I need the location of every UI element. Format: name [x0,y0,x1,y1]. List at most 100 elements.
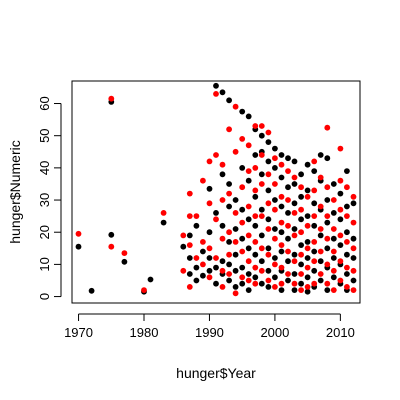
data-point-black [330,255,337,261]
data-point-black [291,181,298,187]
data-point-red [272,284,278,290]
data-point-red [350,287,357,293]
data-point-red [337,145,344,152]
data-point-black [265,187,272,194]
data-point-black [285,210,291,216]
data-point-red [180,267,187,274]
data-point-red [278,280,285,287]
data-point-black [298,193,304,200]
data-point-red [330,248,337,255]
data-point-red [160,210,167,216]
data-point-black [298,216,304,223]
data-point-black [232,251,239,258]
data-point-red [311,258,318,265]
data-point-red [311,213,318,220]
data-point-red [232,210,239,216]
data-point-black [193,264,200,271]
y-axis-label: hunger$Numeric [7,140,23,244]
data-point-red [278,193,285,200]
data-point-red [324,235,331,242]
data-point-black [304,255,311,261]
data-point-black [278,203,285,210]
data-point-red [258,245,265,252]
data-point-red [200,177,206,184]
data-point-black [344,203,350,210]
data-point-red [350,267,357,274]
data-point-black [344,168,350,175]
y-tick-label: 60 [37,96,52,110]
data-point-red [245,168,252,175]
y-tick-label: 50 [37,128,52,142]
data-point-black [311,248,318,255]
data-point-black [285,184,291,191]
data-point-red [272,261,278,268]
data-point-black [324,197,331,203]
data-point-black [330,274,337,281]
data-point-red [285,222,291,229]
data-point-black [258,232,265,239]
data-point-black [206,267,213,274]
data-point-black [330,181,337,187]
data-point-red [298,229,304,236]
data-point-black [206,229,213,236]
data-point-red [239,184,246,191]
data-point-red [219,161,226,168]
data-point-red [252,239,259,245]
data-point-red [278,264,285,271]
data-point-red [206,200,213,207]
x-tick-label: 2010 [326,325,355,340]
y-tick-label: 10 [37,257,52,271]
data-point-red [344,213,350,220]
data-point-black [291,158,298,165]
data-point-red [324,124,331,131]
data-point-black [304,213,311,220]
data-point-red [272,235,278,242]
data-point-red [232,148,239,155]
data-point-black [285,277,291,284]
data-point-black [252,193,259,200]
data-point-black [180,243,187,250]
data-point-red [265,129,272,136]
data-point-red [272,181,278,187]
data-point-red [304,222,311,229]
data-point-red [285,271,291,277]
data-point-red [278,161,285,168]
data-point-black [239,108,246,115]
data-point-red [330,197,337,203]
data-point-black [232,284,239,290]
data-point-black [186,255,193,261]
data-point-black [245,113,252,120]
data-point-black [324,287,331,293]
data-point-black [304,187,311,194]
data-point-red [265,171,272,178]
data-point-black [245,271,252,277]
data-point-red [304,284,311,290]
data-point-black [344,229,350,236]
data-point-red [298,251,304,258]
data-point-red [317,248,324,255]
y-tick-label: 30 [37,193,52,207]
data-point-black [206,185,213,192]
data-point-red [226,190,233,197]
data-point-black [324,245,331,252]
data-point-black [278,229,285,236]
data-point-black [278,174,285,181]
data-point-black [350,255,357,261]
data-point-black [344,251,350,258]
data-point-black [226,97,233,104]
data-point-red [317,271,324,277]
data-point-black [258,171,265,178]
data-point-black [226,261,233,268]
data-point-black [239,165,246,171]
data-point-black [252,222,259,229]
data-point-red [265,226,272,232]
data-point-red [304,193,311,200]
data-point-red [344,284,350,290]
data-point-red [232,103,239,110]
data-point-red [317,174,324,181]
data-point-black [278,287,285,293]
data-point-black [213,264,219,271]
data-point-black [75,243,82,250]
data-point-black [206,255,213,261]
x-tick-label: 2000 [260,325,289,340]
